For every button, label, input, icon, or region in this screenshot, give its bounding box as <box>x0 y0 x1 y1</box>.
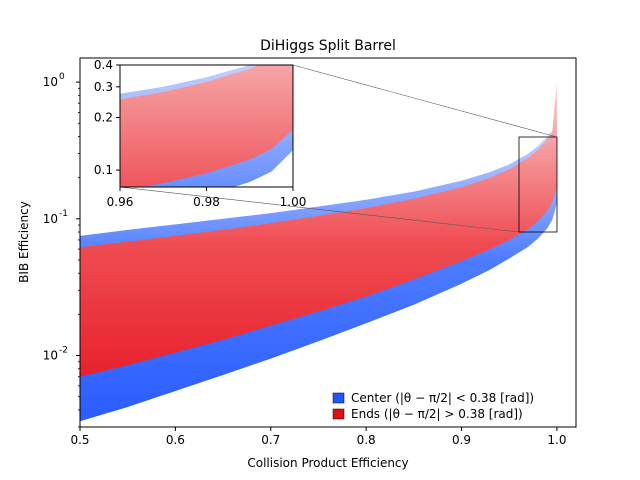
y-tick-label: 10 <box>43 212 58 226</box>
y-tick-exponent: -1 <box>59 209 68 219</box>
chart-title: DiHiggs Split Barrel <box>260 38 396 54</box>
y-tick-exponent: 0 <box>59 72 65 82</box>
y-axis-label: BIB Efficiency <box>17 201 31 283</box>
y-tick-exponent: -2 <box>59 346 68 356</box>
main-plot <box>80 82 557 422</box>
inset-y-tick-label: 0.4 <box>94 58 113 72</box>
inset-x-tick-label: 0.96 <box>107 195 134 209</box>
x-tick-label: 0.5 <box>70 433 89 447</box>
inset-y-tick-label: 0.2 <box>94 111 113 125</box>
zoom-connector-top <box>292 64 558 138</box>
x-tick-label: 0.6 <box>166 433 185 447</box>
legend-label-ends: Ends (|θ − π/2| > 0.38 [rad]) <box>351 407 523 421</box>
y-tick-label: 10 <box>43 75 58 89</box>
zoom-box <box>518 136 558 233</box>
legend: Center (|θ − π/2| < 0.38 [rad]) Ends (|θ… <box>332 391 534 421</box>
x-axis-label: Collision Product Efficiency <box>247 456 408 470</box>
x-tick-label: 0.9 <box>452 433 471 447</box>
y-tick-label: 10 <box>43 349 58 363</box>
x-tick-label: 1.0 <box>547 433 566 447</box>
plot-frame <box>79 57 577 428</box>
zoom-connector-bottom <box>119 186 520 233</box>
ends-band <box>80 82 557 377</box>
legend-swatch-center <box>332 392 345 404</box>
inset-ends-band <box>120 65 293 187</box>
x-tick-label: 0.7 <box>261 433 280 447</box>
x-tick-label: 0.8 <box>357 433 376 447</box>
legend-swatch-ends <box>332 408 345 420</box>
inset-x-tick-label: 1.00 <box>280 195 307 209</box>
inset-y-tick-label: 0.3 <box>94 80 113 94</box>
inset-x-tick-label: 0.98 <box>193 195 220 209</box>
inset-plot <box>120 65 293 187</box>
inset-y-tick-label: 0.1 <box>94 163 113 177</box>
x-axis: 0.5 0.6 0.7 0.8 0.9 1.0 <box>70 427 566 447</box>
legend-label-center: Center (|θ − π/2| < 0.38 [rad]) <box>351 391 534 405</box>
inset-axes: 0.96 0.98 1.00 0.1 0.2 0.3 0.4 <box>94 58 306 209</box>
